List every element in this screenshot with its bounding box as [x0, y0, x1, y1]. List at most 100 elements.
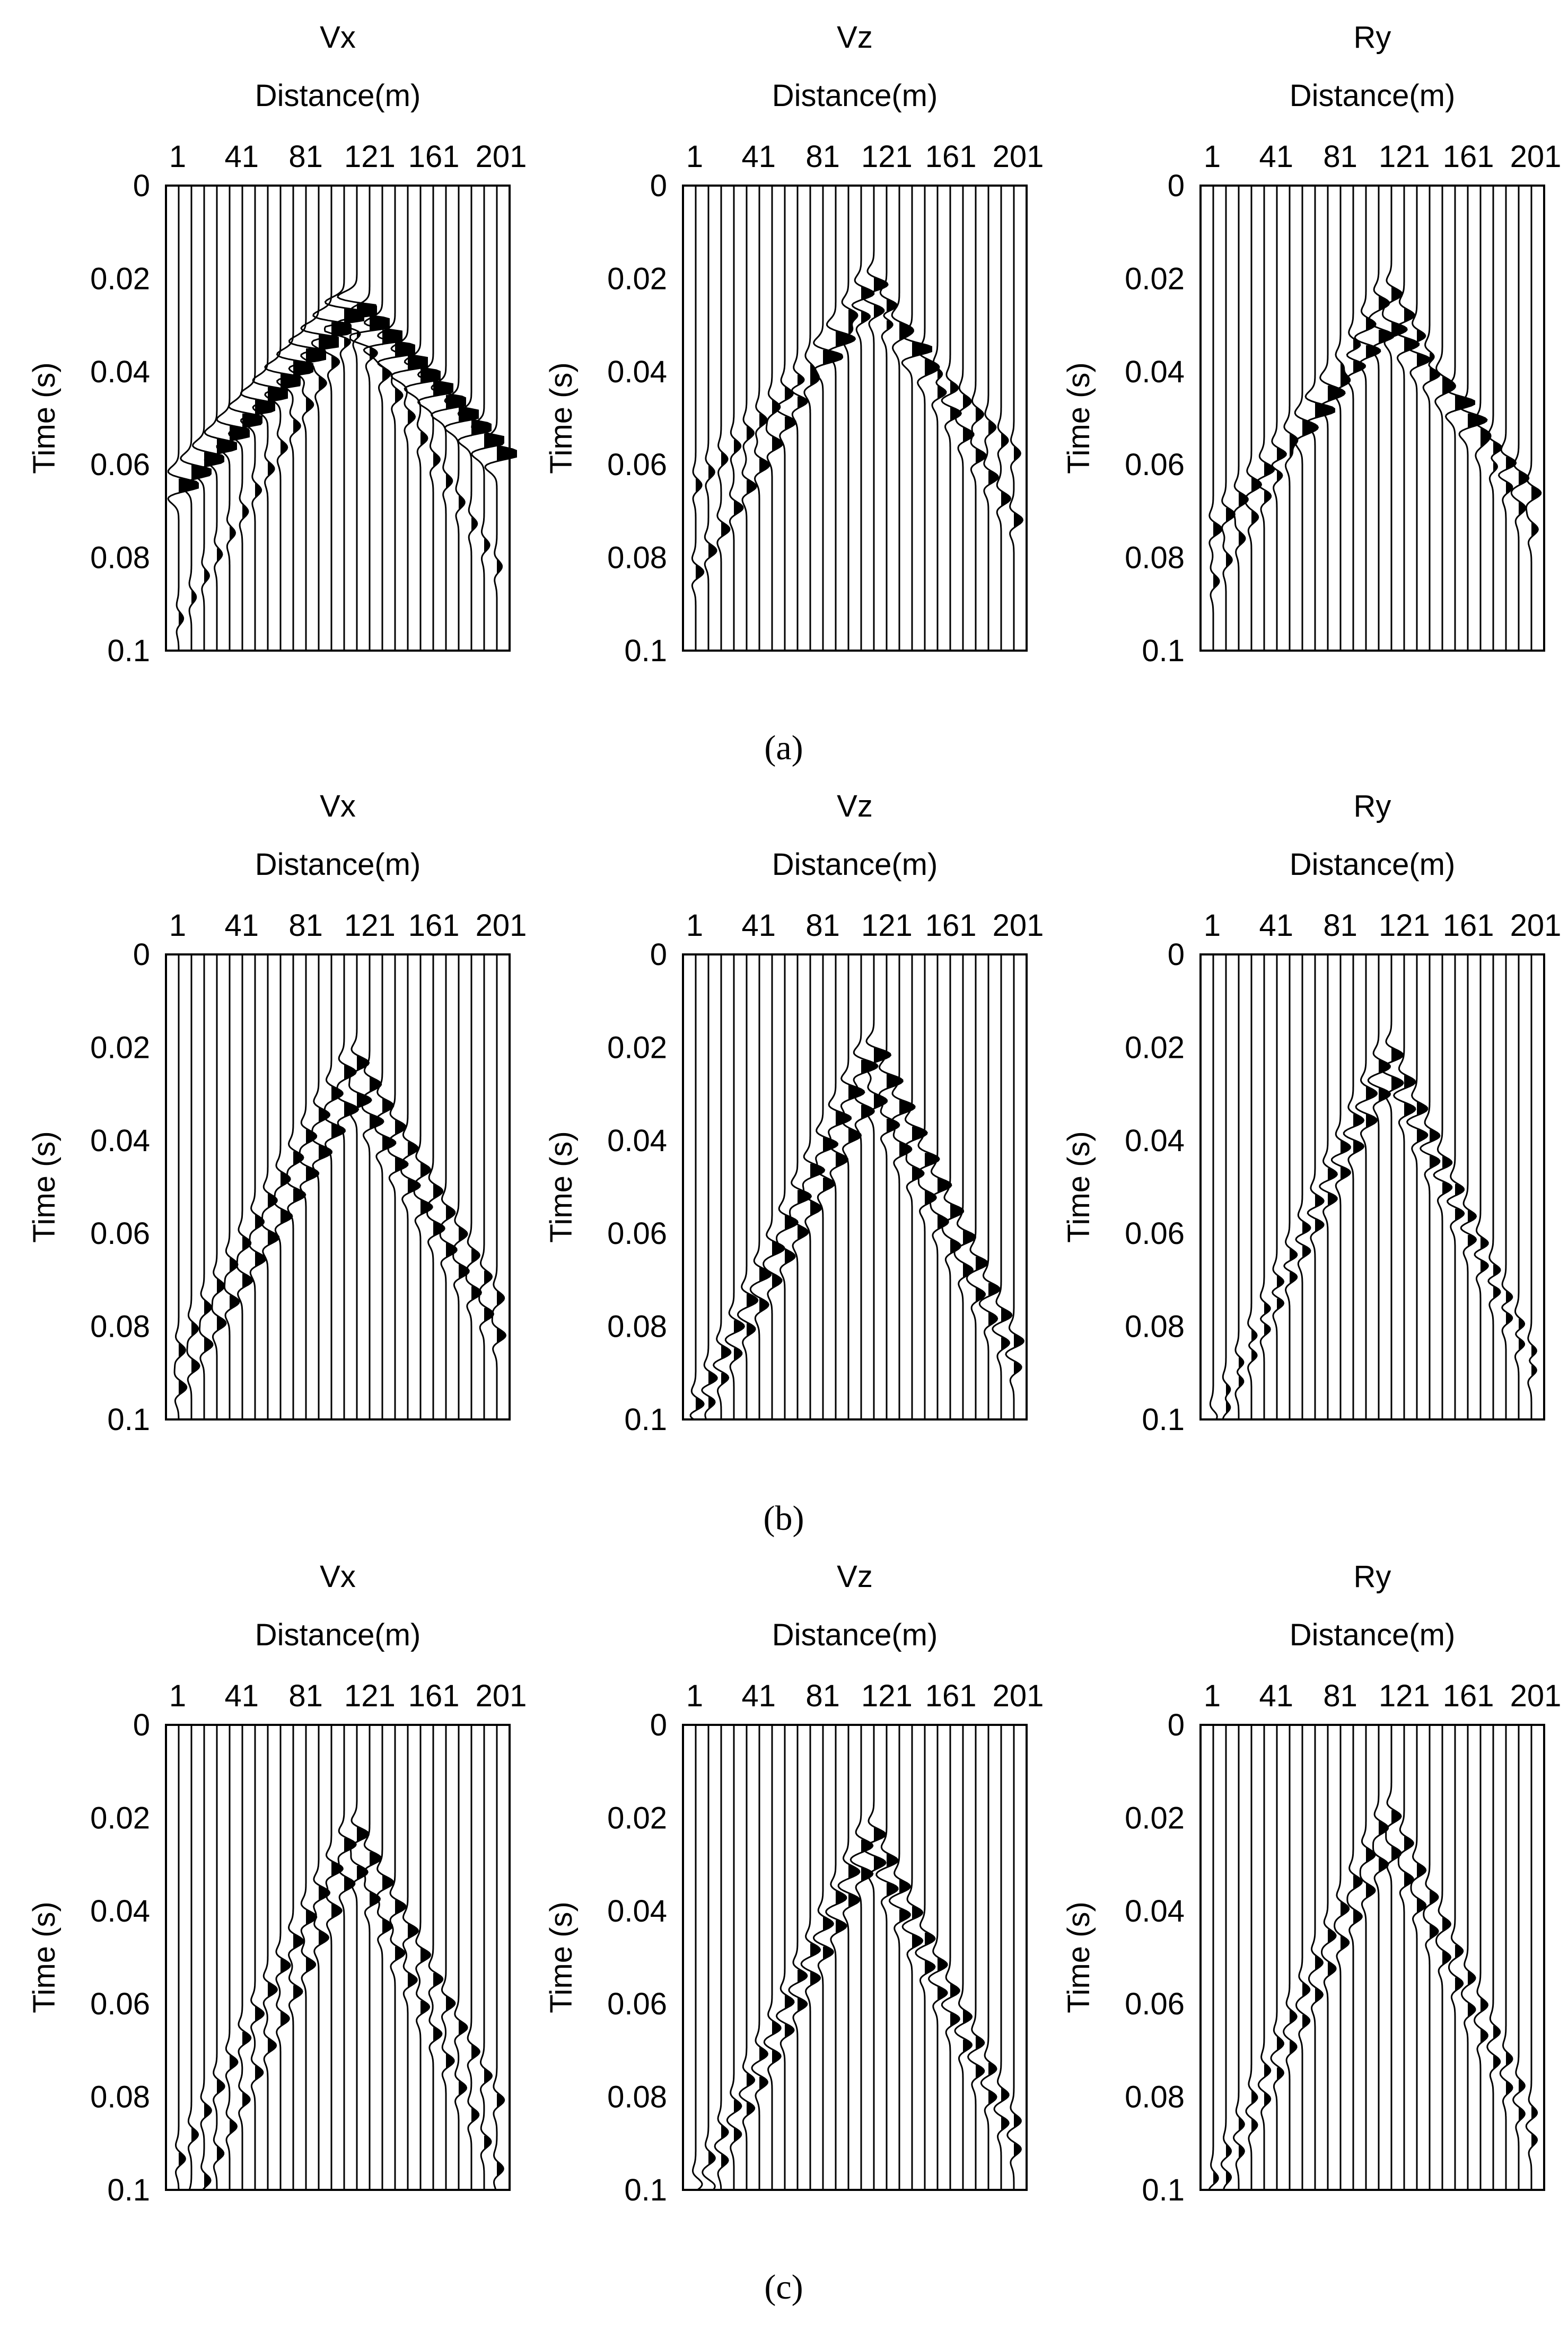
y-tick-label: 0.1	[107, 1402, 150, 1437]
x-tick-label: 81	[288, 139, 323, 174]
trace-line	[311, 186, 352, 651]
trace-fill	[874, 277, 888, 293]
trace-line	[216, 186, 250, 651]
trace-line	[240, 186, 275, 651]
trace-line	[875, 1725, 899, 2190]
x-axis-label: Distance(m)	[255, 1618, 421, 1652]
trace-line	[992, 954, 1013, 1419]
trace-line	[376, 186, 415, 651]
y-tick-label: 0.1	[1142, 1402, 1185, 1437]
trace-line	[1407, 186, 1431, 651]
trace-line	[287, 1725, 304, 2190]
trace-line	[1420, 954, 1441, 1419]
y-tick-label: 0.06	[607, 1216, 667, 1251]
wiggle-traces	[1208, 186, 1542, 651]
wiggle-traces	[1208, 1725, 1538, 2190]
trace-line	[1220, 1725, 1232, 2190]
trace-line	[813, 186, 843, 651]
trace-line	[763, 954, 785, 1419]
x-tick-label: 1	[686, 139, 703, 174]
x-axis-label: Distance(m)	[255, 78, 421, 113]
trace-line	[879, 186, 898, 651]
trace-fill	[1366, 1883, 1376, 1899]
x-axis-label: Distance(m)	[772, 1618, 938, 1652]
trace-fill	[721, 2125, 729, 2141]
trace-line	[1510, 186, 1530, 651]
trace-line	[452, 954, 470, 1419]
trace-line	[691, 1725, 703, 2191]
trace-fill	[912, 342, 932, 358]
trace-line	[763, 1725, 782, 2190]
trace-line	[457, 186, 492, 651]
trace-line	[1006, 1725, 1022, 2190]
trace-line	[252, 186, 288, 651]
plot-frame	[1199, 953, 1545, 1421]
trace-fill	[734, 500, 743, 516]
x-tick-label: 41	[1259, 908, 1294, 943]
panel-a-vz: Vz Distance(m) Time (s) 1 41 81 121 161 201 0 0.02…	[544, 20, 1044, 668]
trace-line	[323, 954, 346, 1419]
trace-line	[324, 186, 364, 651]
trace-fill	[1430, 367, 1440, 383]
trace-line	[1331, 954, 1351, 1419]
x-tick-label: 81	[805, 139, 840, 174]
trace-line	[1380, 954, 1404, 1419]
trace-line	[1512, 1725, 1526, 2190]
trace-line	[953, 954, 977, 1419]
trace-line	[891, 954, 916, 1419]
trace-line	[967, 1725, 985, 2190]
y-axis-label: Time (s)	[544, 1131, 579, 1242]
trace-fill	[1226, 1400, 1230, 1415]
trace-line	[1372, 1725, 1389, 2190]
trace-line	[826, 186, 856, 651]
trace-line	[765, 186, 784, 651]
trace-line	[1208, 186, 1223, 651]
trace-line	[313, 1725, 331, 2190]
trace-fill	[708, 464, 715, 480]
trace-fill	[1506, 1291, 1512, 1303]
trace-line	[749, 954, 772, 1419]
wiggle-traces	[173, 954, 507, 1419]
trace-line	[941, 954, 965, 1419]
x-axis-label: Distance(m)	[1290, 1618, 1456, 1652]
trace-line	[1221, 186, 1236, 651]
trace-line	[862, 1725, 887, 2190]
trace-line	[491, 954, 507, 1419]
trace-fill	[1481, 1237, 1488, 1251]
x-tick-label: 41	[1259, 139, 1294, 174]
x-tick-label: 81	[288, 1679, 323, 1713]
trace-fill	[281, 1208, 292, 1224]
trace-fill	[1014, 2114, 1021, 2128]
trace-line	[825, 1725, 847, 2190]
trace-line	[851, 186, 875, 651]
trace-line	[1346, 186, 1366, 651]
y-tick-label: 0	[1168, 169, 1185, 203]
x-tick-label: 201	[1510, 908, 1562, 943]
trace-line	[1271, 186, 1287, 651]
trace-line	[788, 1725, 808, 2190]
trace-fill	[759, 2076, 768, 2091]
trace-line	[211, 954, 227, 1419]
trace-line	[1368, 186, 1395, 651]
trace-fill	[484, 433, 504, 449]
trace-line	[1527, 954, 1537, 1419]
trace-line	[1447, 954, 1465, 1419]
trace-line	[1244, 186, 1263, 651]
x-tick-label: 81	[805, 1679, 840, 1713]
trace-line	[983, 186, 999, 651]
y-axis-label: Time (s)	[27, 362, 62, 474]
panel-title: Ry	[1354, 789, 1391, 823]
trace-fill	[433, 452, 440, 468]
panel-a-ry: Ry Distance(m) Time (s) 1 41 81 121 161 201 0 0.02…	[1062, 20, 1561, 668]
panel-title: Vx	[320, 20, 356, 55]
x-tick-label: 161	[408, 908, 460, 943]
trace-line	[1448, 1725, 1464, 2190]
trace-line	[996, 186, 1012, 651]
trace-fill	[331, 1123, 345, 1139]
trace-line	[236, 954, 253, 1419]
trace-line	[1422, 186, 1441, 651]
trace-fill	[1001, 2088, 1009, 2103]
trace-line	[775, 186, 797, 651]
x-tick-label: 1	[169, 139, 186, 174]
